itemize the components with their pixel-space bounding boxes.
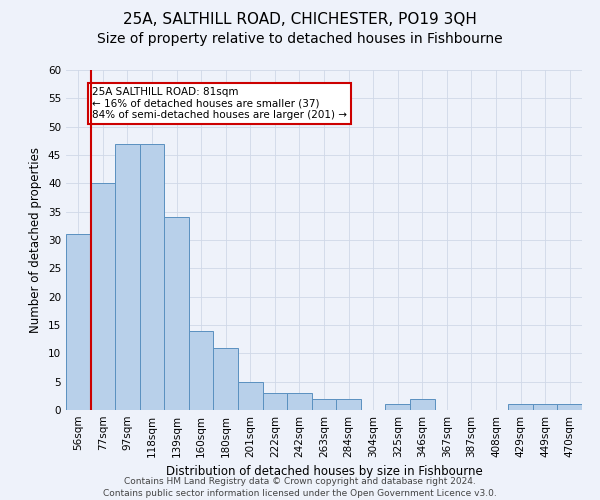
Text: Contains HM Land Registry data © Crown copyright and database right 2024.
Contai: Contains HM Land Registry data © Crown c… — [103, 476, 497, 498]
Bar — [66, 234, 91, 410]
Bar — [91, 184, 115, 410]
Bar — [557, 404, 582, 410]
Bar — [140, 144, 164, 410]
Bar — [385, 404, 410, 410]
Bar — [263, 393, 287, 410]
Y-axis label: Number of detached properties: Number of detached properties — [29, 147, 43, 333]
Text: Size of property relative to detached houses in Fishbourne: Size of property relative to detached ho… — [97, 32, 503, 46]
Text: 25A SALTHILL ROAD: 81sqm
← 16% of detached houses are smaller (37)
84% of semi-d: 25A SALTHILL ROAD: 81sqm ← 16% of detach… — [92, 87, 347, 120]
Bar — [336, 398, 361, 410]
Text: 25A, SALTHILL ROAD, CHICHESTER, PO19 3QH: 25A, SALTHILL ROAD, CHICHESTER, PO19 3QH — [123, 12, 477, 28]
Bar — [115, 144, 140, 410]
Bar — [533, 404, 557, 410]
Bar — [189, 330, 214, 410]
Bar — [164, 218, 189, 410]
Bar — [410, 398, 434, 410]
Bar — [287, 393, 312, 410]
Bar — [238, 382, 263, 410]
Bar — [508, 404, 533, 410]
Bar — [214, 348, 238, 410]
X-axis label: Distribution of detached houses by size in Fishbourne: Distribution of detached houses by size … — [166, 466, 482, 478]
Bar — [312, 398, 336, 410]
